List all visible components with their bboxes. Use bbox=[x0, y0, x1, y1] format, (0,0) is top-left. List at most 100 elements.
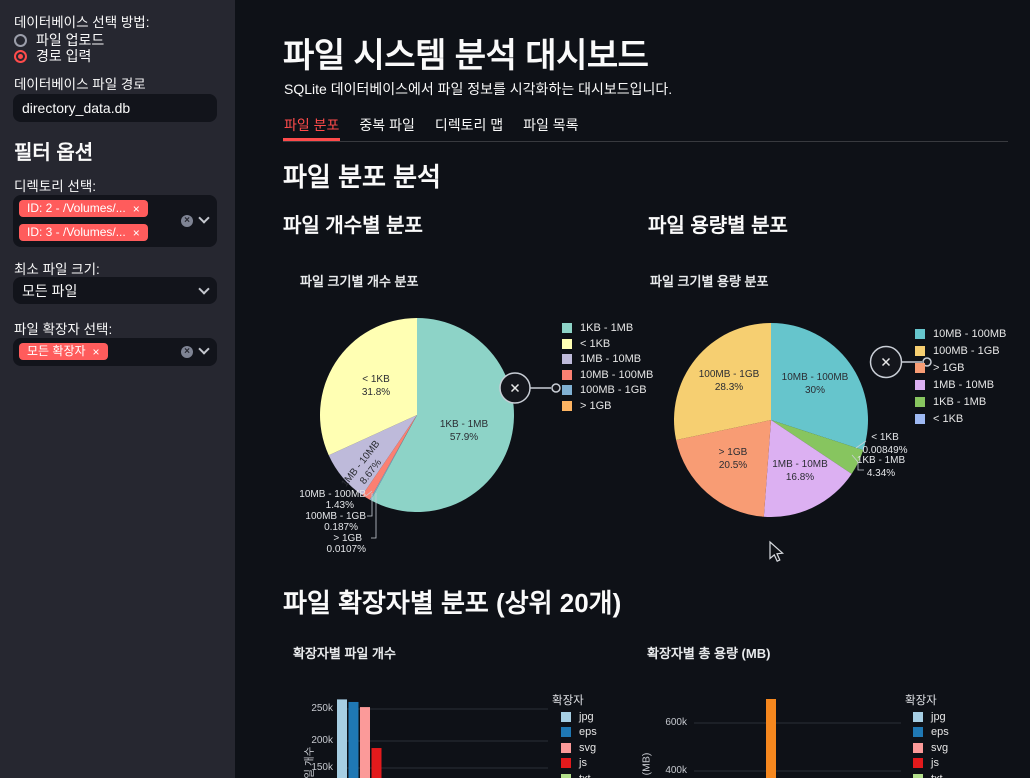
legend-item[interactable]: eps bbox=[561, 726, 597, 738]
legend-label: 1KB - 1MB bbox=[933, 396, 987, 408]
pie1-title: 파일 크기별 개수 분포 bbox=[300, 274, 419, 289]
db-path-label: 데이터베이스 파일 경로 bbox=[14, 77, 146, 92]
bar-jpg bbox=[337, 699, 347, 778]
chevron-down-icon[interactable] bbox=[198, 283, 210, 295]
legend-label: 1KB - 1MB bbox=[580, 322, 634, 334]
pie-slice-<1KB bbox=[771, 420, 864, 451]
legend-item[interactable]: 1MB - 10MB bbox=[915, 379, 1006, 391]
ext-select-label: 파일 확장자 선택: bbox=[14, 322, 113, 337]
pie1-label-lt1kb: < 1KB 31.8% bbox=[361, 374, 391, 398]
ext-tag-1[interactable]: 모든 확장자 × bbox=[19, 343, 108, 360]
legend-item[interactable]: 10MB - 100MB bbox=[915, 328, 1006, 340]
legend-item[interactable]: 100MB - 1GB bbox=[915, 345, 1006, 357]
legend-item[interactable]: js bbox=[561, 757, 597, 769]
legend-item[interactable]: svg bbox=[913, 742, 949, 754]
filter-options-header: 필터 옵션 bbox=[14, 142, 94, 164]
dir-multiselect[interactable]: ID: 2 - /Volumes/... × ID: 3 - /Volumes/.… bbox=[13, 195, 217, 247]
legend-label: < 1KB bbox=[933, 413, 964, 425]
radio-label: 경로 입력 bbox=[36, 48, 92, 64]
legend-item[interactable]: > 1GB bbox=[915, 362, 1006, 374]
legend-item[interactable]: svg bbox=[561, 742, 597, 754]
legend-item[interactable]: < 1KB bbox=[562, 338, 653, 350]
legend-label: 10MB - 100MB bbox=[580, 368, 654, 381]
legend-swatch bbox=[562, 354, 572, 364]
clear-all-icon[interactable]: × bbox=[181, 215, 193, 227]
min-size-label: 최소 파일 크기: bbox=[14, 262, 100, 277]
bar2-legend: jpg eps svg js txt bbox=[913, 711, 949, 778]
radio-unselected-icon[interactable] bbox=[14, 33, 27, 47]
legend-item[interactable]: txt bbox=[561, 773, 597, 778]
y-tick: 150k bbox=[311, 762, 333, 773]
dir-tag-1[interactable]: ID: 2 - /Volumes/... × bbox=[19, 200, 148, 217]
legend-item[interactable]: 1MB - 10MB bbox=[562, 353, 653, 365]
legend-swatch bbox=[915, 346, 925, 356]
legend-swatch bbox=[915, 380, 925, 390]
radio-selected-icon[interactable] bbox=[14, 49, 27, 63]
legend-label: txt bbox=[579, 773, 591, 778]
legend-label: 100MB - 1GB bbox=[580, 384, 647, 396]
legend-item[interactable]: eps bbox=[913, 726, 949, 738]
tab-duplicate-files[interactable]: 중복 파일 bbox=[359, 117, 415, 133]
min-size-select[interactable]: 모든 파일 bbox=[13, 277, 217, 304]
dir-select-label: 디렉토리 선택: bbox=[14, 179, 97, 194]
legend-swatch bbox=[561, 727, 571, 738]
legend-item[interactable]: > 1GB bbox=[562, 400, 653, 412]
legend-swatch bbox=[561, 712, 571, 722]
dir-tag-2[interactable]: ID: 3 - /Volumes/... × bbox=[19, 224, 148, 241]
radio-path-input[interactable]: 경로 입력 bbox=[14, 46, 91, 66]
legend-item[interactable]: jpg bbox=[561, 711, 597, 723]
legend-item[interactable]: 10MB - 100MB bbox=[562, 369, 653, 381]
legend-swatch bbox=[913, 742, 923, 753]
legend-swatch bbox=[913, 773, 923, 778]
pie2-label-10mb-100mb: 10MB - 100MB 30% bbox=[781, 372, 849, 396]
legend-swatch bbox=[561, 742, 571, 753]
legend-item[interactable]: 100MB - 1GB bbox=[562, 384, 653, 396]
legend-label: js bbox=[579, 757, 587, 770]
legend-swatch bbox=[915, 329, 925, 339]
legend-label: < 1KB bbox=[580, 337, 611, 350]
legend-item[interactable]: txt bbox=[913, 773, 949, 778]
legend-label: > 1GB bbox=[580, 399, 612, 412]
legend-item[interactable]: 1KB - 1MB bbox=[915, 396, 1006, 408]
pie-slice-1KB-1MB bbox=[370, 318, 514, 512]
remove-tag-icon[interactable]: × bbox=[92, 344, 100, 359]
remove-tag-icon[interactable]: × bbox=[132, 201, 140, 216]
tab-bar: 파일 분포 중복 파일 디렉토리 맵 파일 목록 bbox=[283, 112, 1008, 142]
clear-all-icon[interactable]: × bbox=[181, 346, 193, 358]
legend-item[interactable]: jpg bbox=[913, 711, 949, 723]
tab-directory-map[interactable]: 디렉토리 맵 bbox=[434, 117, 504, 133]
legend-swatch bbox=[915, 363, 925, 373]
label-leader-line bbox=[365, 490, 373, 497]
db-path-input[interactable]: directory_data.db bbox=[13, 94, 217, 122]
legend-swatch bbox=[561, 758, 571, 769]
bar-ext bbox=[766, 699, 776, 778]
chevron-down-icon[interactable] bbox=[198, 212, 210, 224]
callout-circle bbox=[869, 345, 903, 379]
remove-tag-icon[interactable]: × bbox=[132, 225, 140, 240]
mouse-cursor bbox=[769, 540, 785, 562]
y-tick: 400k bbox=[665, 765, 687, 776]
legend-item[interactable]: 1KB - 1MB bbox=[562, 322, 653, 334]
page-subtitle: SQLite 데이터베이스에서 파일 정보를 시각화하는 대시보드입니다. bbox=[284, 81, 673, 97]
chevron-down-icon[interactable] bbox=[198, 343, 210, 355]
legend-item[interactable]: < 1KB bbox=[915, 413, 1006, 425]
close-callout-icon bbox=[510, 383, 520, 393]
legend-label: 1MB - 10MB bbox=[933, 379, 995, 391]
tab-file-distribution[interactable]: 파일 분포 bbox=[283, 112, 341, 141]
bar-js bbox=[371, 748, 382, 778]
db-method-label: 데이터베이스 선택 방법: bbox=[14, 15, 150, 30]
y-tick: 200k bbox=[311, 735, 333, 746]
radio-file-upload[interactable]: 파일 업로드 bbox=[14, 30, 104, 50]
legend-item[interactable]: js bbox=[913, 757, 949, 769]
pie2-label-100mb-1gb: 100MB - 1GB 28.3% bbox=[698, 369, 760, 393]
tab-file-list[interactable]: 파일 목록 bbox=[523, 117, 579, 133]
legend-swatch bbox=[913, 758, 923, 769]
min-size-value: 모든 파일 bbox=[22, 282, 78, 299]
pie2-outside-label-lt1kb: < 1KB 0.00849% bbox=[862, 432, 908, 456]
legend-label: txt bbox=[931, 773, 943, 778]
legend-label: svg bbox=[579, 741, 597, 754]
pie2-label-1mb-10mb: 1MB - 10MB 16.8% bbox=[772, 459, 828, 483]
pie1-legend: 1KB - 1MB < 1KB 1MB - 10MB 10MB - 100MB 100M… bbox=[562, 322, 653, 415]
bar1-title: 확장자별 파일 개수 bbox=[293, 646, 396, 661]
ext-multiselect[interactable]: 모든 확장자 × × bbox=[13, 338, 217, 366]
